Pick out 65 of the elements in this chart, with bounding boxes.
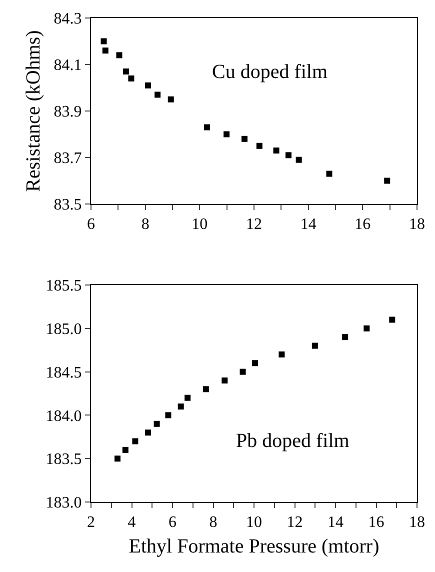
y-tick-label: 185.0: [46, 321, 82, 338]
y-tick-label: 83.9: [54, 104, 82, 121]
point: [204, 124, 210, 130]
point: [114, 456, 120, 462]
x-tick-label: 10: [246, 514, 262, 532]
point: [154, 92, 161, 98]
point: [312, 342, 318, 349]
x-tick-label: 12: [286, 514, 303, 532]
point: [240, 368, 246, 375]
point: [145, 430, 152, 436]
x-tick-label: 6: [87, 216, 95, 234]
point: [116, 52, 122, 58]
point: [202, 386, 209, 392]
y-tick-label: 183.0: [46, 494, 82, 512]
point: [184, 394, 191, 401]
point: [122, 446, 128, 453]
point: [128, 75, 134, 82]
x-tick-label: 14: [300, 216, 316, 234]
point: [286, 152, 292, 158]
y-tick-label: 84.3: [54, 10, 82, 28]
point: [278, 351, 285, 358]
x-tick-label: 18: [409, 514, 425, 532]
annotation: Cu doped film: [212, 61, 328, 83]
annotation: Pb doped film: [236, 430, 350, 452]
point: [296, 156, 302, 163]
point: [241, 136, 248, 142]
point: [222, 377, 228, 384]
x-tick-label: 8: [141, 216, 150, 234]
y-tick-label: 83.7: [54, 150, 82, 168]
point: [145, 82, 152, 88]
point: [384, 178, 390, 184]
point: [273, 148, 280, 154]
point: [224, 131, 230, 138]
x-axis-title: Ethyl Formate Pressure (mtorr): [128, 536, 380, 558]
y-tick-label: 185.5: [46, 278, 82, 295]
point: [256, 142, 262, 149]
y-tick-label: 184.5: [46, 364, 82, 382]
x-tick-label: 2: [87, 514, 95, 532]
point: [364, 325, 370, 332]
x-tick-label: 18: [409, 216, 425, 234]
point: [165, 412, 172, 418]
x-tick-label: 16: [354, 216, 371, 234]
point: [326, 170, 332, 177]
point: [123, 68, 130, 74]
x-tick-label: 12: [246, 216, 262, 234]
point: [132, 438, 138, 444]
point: [154, 420, 160, 427]
point: [102, 48, 108, 54]
point: [178, 404, 184, 410]
point: [168, 96, 174, 102]
point: [100, 38, 107, 44]
y-tick-label: 183.5: [46, 451, 82, 468]
y-tick-label: 83.5: [54, 196, 82, 214]
point: [342, 334, 348, 340]
point: [389, 316, 396, 323]
x-tick-label: 8: [209, 514, 218, 532]
x-tick-label: 10: [192, 216, 208, 234]
x-tick-label: 14: [328, 514, 344, 532]
y-axis-title: Resistance (kOhms): [22, 30, 44, 192]
x-tick-label: 4: [128, 514, 136, 532]
y-tick-label: 184.0: [46, 408, 82, 425]
x-tick-label: 16: [368, 514, 384, 532]
x-tick-label: 6: [168, 514, 176, 532]
y-tick-label: 84.1: [54, 57, 82, 74]
point: [252, 360, 258, 366]
